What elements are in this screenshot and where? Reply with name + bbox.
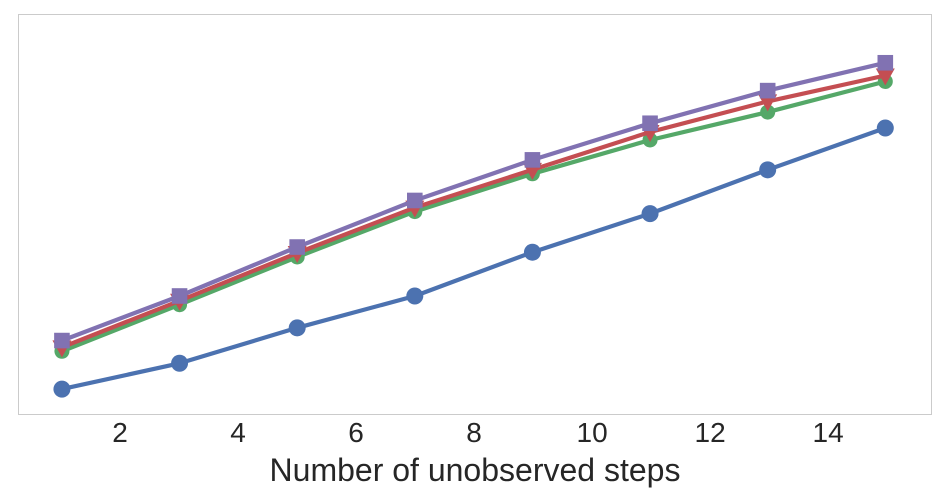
blue-circle-series-marker	[641, 205, 659, 223]
purple-square-series-marker	[877, 54, 894, 71]
blue-circle-series	[53, 119, 894, 398]
x-tick-label: 14	[812, 417, 844, 448]
x-tick-label: 8	[466, 417, 482, 448]
purple-square-series-marker	[524, 152, 541, 168]
plot-area	[18, 14, 932, 415]
x-tick-label: 2	[112, 417, 128, 448]
x-tick-label: 12	[694, 417, 726, 448]
blue-circle-series-marker	[759, 161, 777, 179]
green-circle-series-marker	[760, 104, 776, 120]
blue-circle-series-marker	[53, 380, 71, 398]
green-circle-series	[54, 73, 893, 359]
purple-square-series-marker	[642, 115, 658, 132]
blue-circle-series-marker	[876, 119, 894, 137]
x-axis-label: Number of unobserved steps	[269, 452, 681, 488]
blue-circle-series-marker	[406, 287, 424, 305]
purple-square-series-marker	[54, 332, 70, 349]
purple-square-series-marker	[289, 239, 305, 255]
purple-square-series-marker	[759, 82, 776, 99]
purple-square-series-marker	[171, 288, 188, 304]
red-triangle-series-marker	[875, 68, 895, 86]
chart-canvas	[52, 54, 895, 398]
blue-circle-series-marker	[288, 319, 306, 337]
purple-square-series	[54, 54, 894, 349]
x-tick-label: 4	[230, 417, 246, 448]
x-tick-label: 6	[348, 417, 364, 448]
green-circle-series-line	[59, 79, 888, 354]
blue-circle-series-marker	[171, 354, 189, 372]
x-tick-label: 10	[576, 417, 608, 448]
purple-square-series-marker	[407, 192, 423, 209]
blue-circle-series-line	[59, 125, 888, 392]
red-triangle-series-line	[59, 73, 888, 350]
blue-circle-series-marker	[523, 243, 541, 261]
red-triangle-series-marker	[758, 94, 778, 112]
purple-square-series-line	[59, 60, 888, 343]
x-axis-ticks: 2 4 6 8 10 12 14	[18, 417, 932, 451]
